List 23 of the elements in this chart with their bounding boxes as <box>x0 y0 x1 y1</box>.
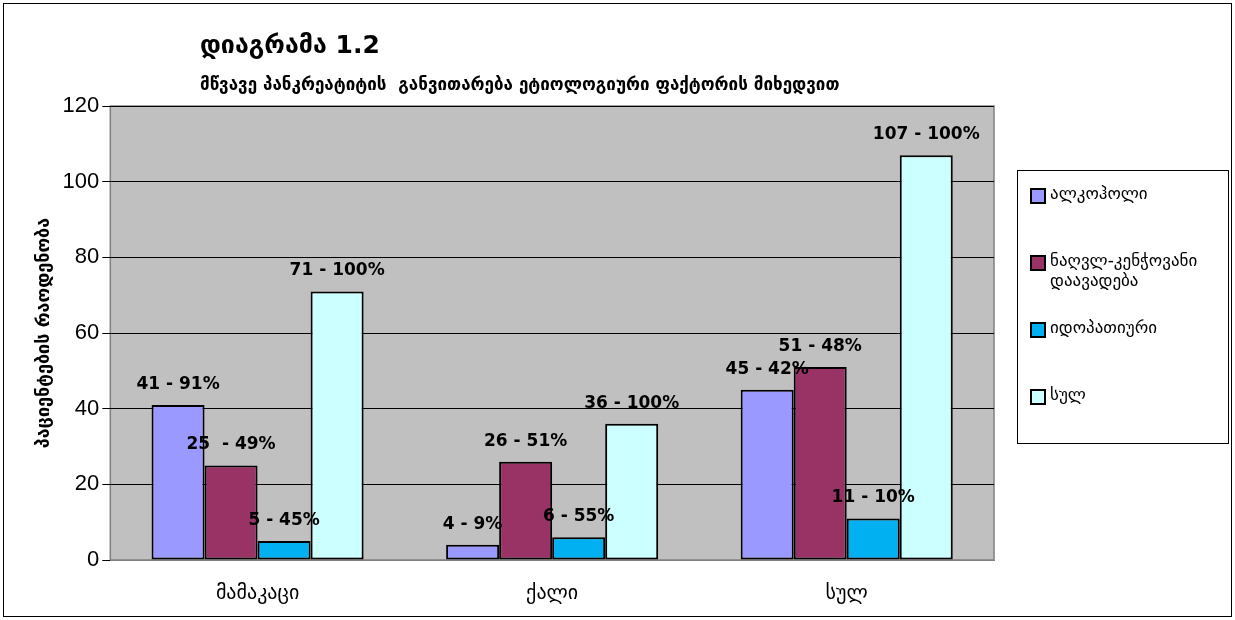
data-label: 26 - 51% <box>484 429 568 450</box>
x-tick-label: ქალი <box>526 580 579 605</box>
chart-subtitle: მწვავე პანკრეატიტის განვითარება ეტიოლოგიური ფაქტორის მიხედვით <box>200 74 840 94</box>
data-label: 41 - 91% <box>136 372 220 393</box>
legend-label: სულ <box>1050 384 1086 404</box>
legend-label: იდოპათიური <box>1050 317 1157 337</box>
y-tick-label: 40 <box>74 394 100 420</box>
y-axis-title: პაციენტების რაოდენობა <box>32 217 54 449</box>
legend-label: ნაღვლ-კენჭოვანი დაავადება <box>1050 250 1199 290</box>
y-tick-label: 120 <box>62 92 100 118</box>
x-tick-label: სულ <box>825 580 868 605</box>
data-label: 51 - 48% <box>778 334 862 355</box>
y-tick-label: 80 <box>74 243 100 269</box>
y-tick-label: 100 <box>62 167 100 193</box>
y-tick-label: 0 <box>87 546 100 572</box>
y-tick-label: 20 <box>74 470 100 496</box>
x-tick-label: მამაკაცი <box>215 580 300 605</box>
y-tick-label: 60 <box>74 319 100 345</box>
data-label: 36 - 100% <box>584 391 680 412</box>
data-label: 71 - 100% <box>289 259 385 280</box>
data-label: 107 - 100% <box>872 123 980 144</box>
legend-label: ალკოჰოლი <box>1050 183 1148 203</box>
chart-title: დიაგრამა 1.2 <box>200 30 380 59</box>
